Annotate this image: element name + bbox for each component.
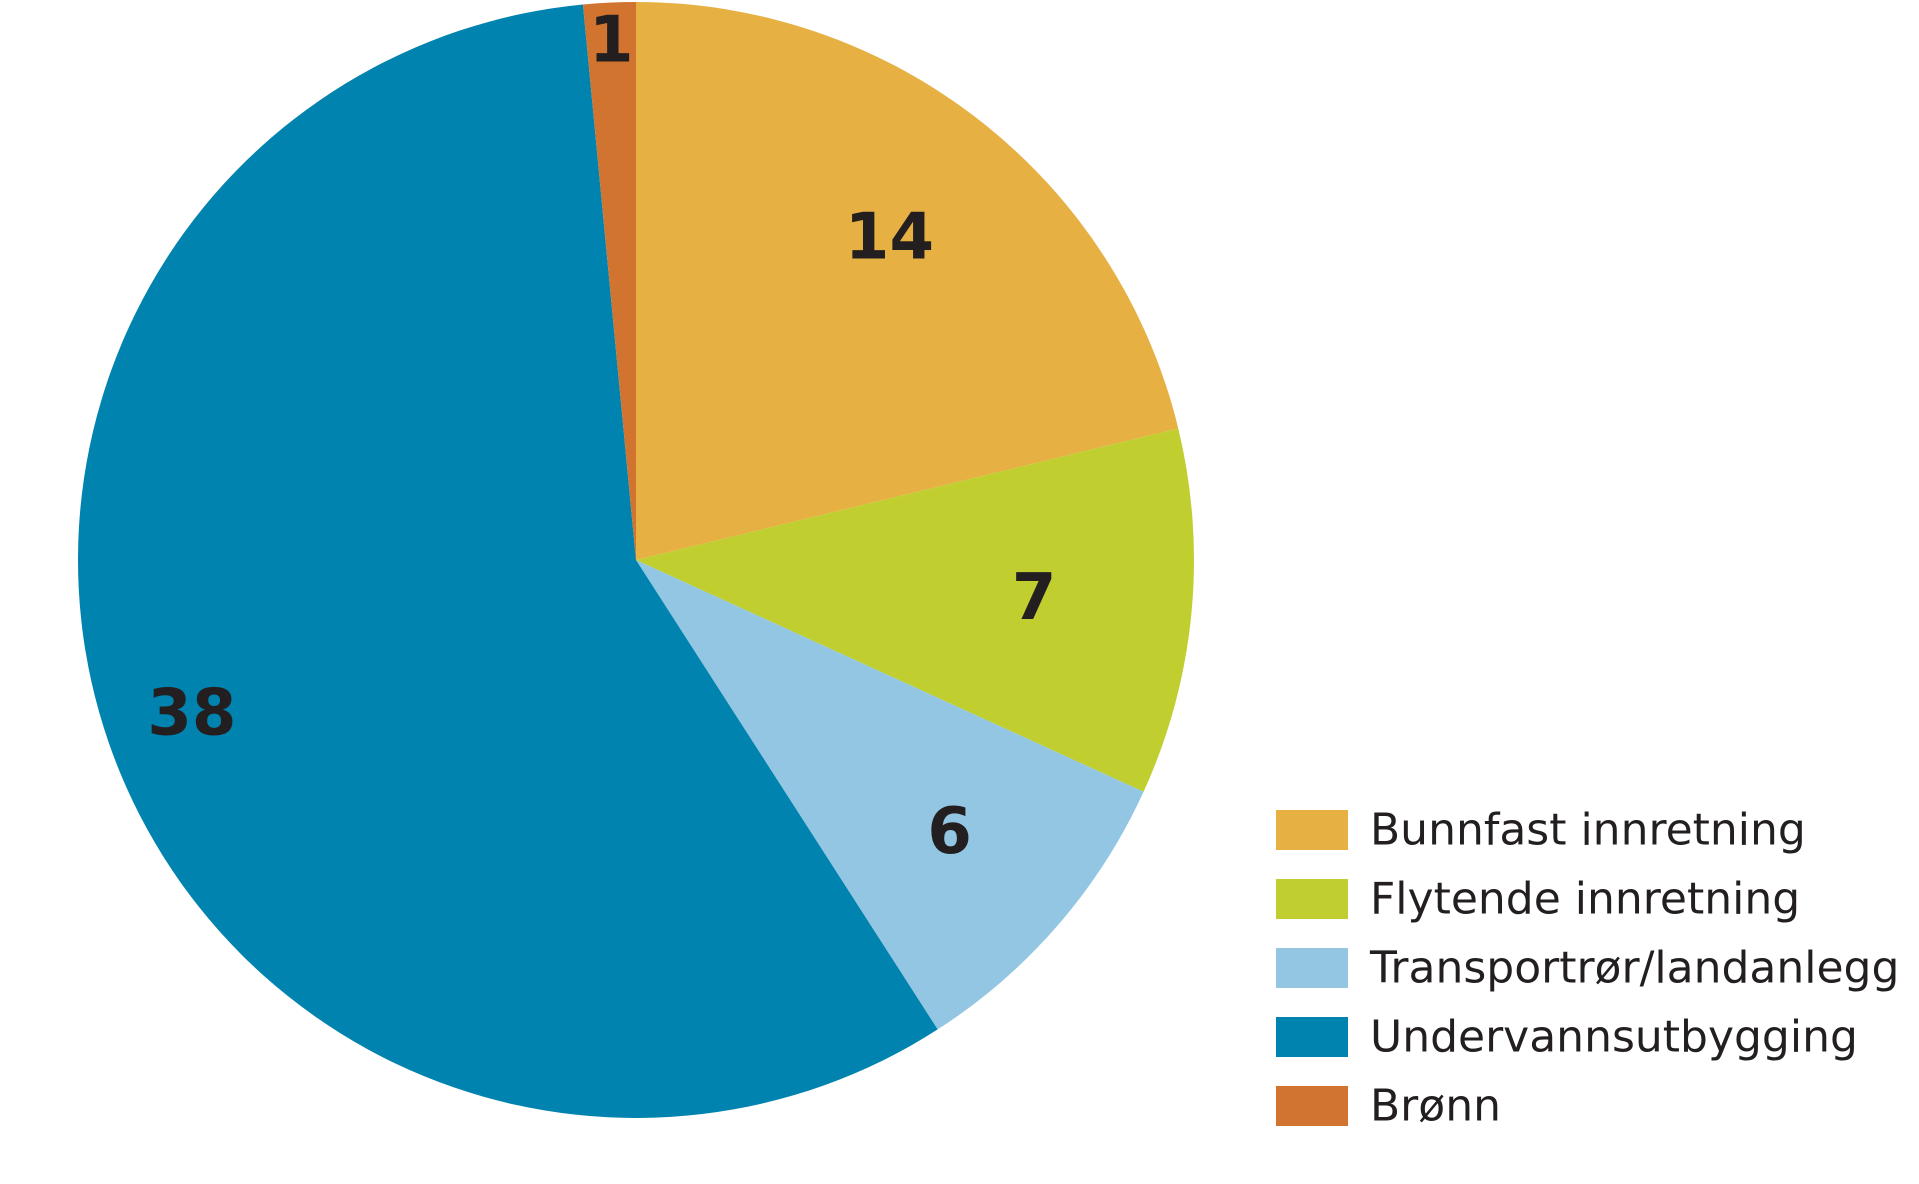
pie-data-label-4: 1 <box>589 4 634 78</box>
pie-data-label-1: 7 <box>1012 561 1057 635</box>
pie-data-label-3: 38 <box>147 677 236 751</box>
legend-item-0: Bunnfast innretning <box>1276 805 1806 856</box>
pie-slice-2 <box>636 560 1144 1030</box>
legend-item-3: Undervannsutbygging <box>1276 1012 1858 1063</box>
legend-item-2: Transportrør/landanlegg <box>1276 943 1899 994</box>
legend-item-4: Brønn <box>1276 1081 1501 1132</box>
legend-swatch-1 <box>1276 879 1348 919</box>
pie-data-labels: 14 7 6 38 1 <box>147 4 1056 869</box>
legend: Bunnfast innretning Flytende innretning Tr… <box>1276 805 1899 1132</box>
legend-swatch-2 <box>1276 948 1348 988</box>
legend-item-1: Flytende innretning <box>1276 874 1800 925</box>
legend-swatch-4 <box>1276 1086 1348 1126</box>
pie-slices <box>77 2 1194 1119</box>
pie-slice-0 <box>636 2 1179 560</box>
legend-label-1: Flytende innretning <box>1370 874 1800 925</box>
pie-slice-4 <box>582 2 636 560</box>
legend-label-4: Brønn <box>1370 1081 1501 1132</box>
pie-data-label-2: 6 <box>927 795 972 869</box>
legend-swatch-3 <box>1276 1017 1348 1057</box>
legend-label-2: Transportrør/landanlegg <box>1369 943 1899 994</box>
pie-slice-1 <box>636 428 1194 792</box>
legend-label-0: Bunnfast innretning <box>1370 805 1806 856</box>
legend-swatch-0 <box>1276 810 1348 850</box>
pie-slice-3 <box>77 4 938 1119</box>
pie-data-label-0: 14 <box>845 201 934 275</box>
legend-label-3: Undervannsutbygging <box>1370 1012 1858 1063</box>
